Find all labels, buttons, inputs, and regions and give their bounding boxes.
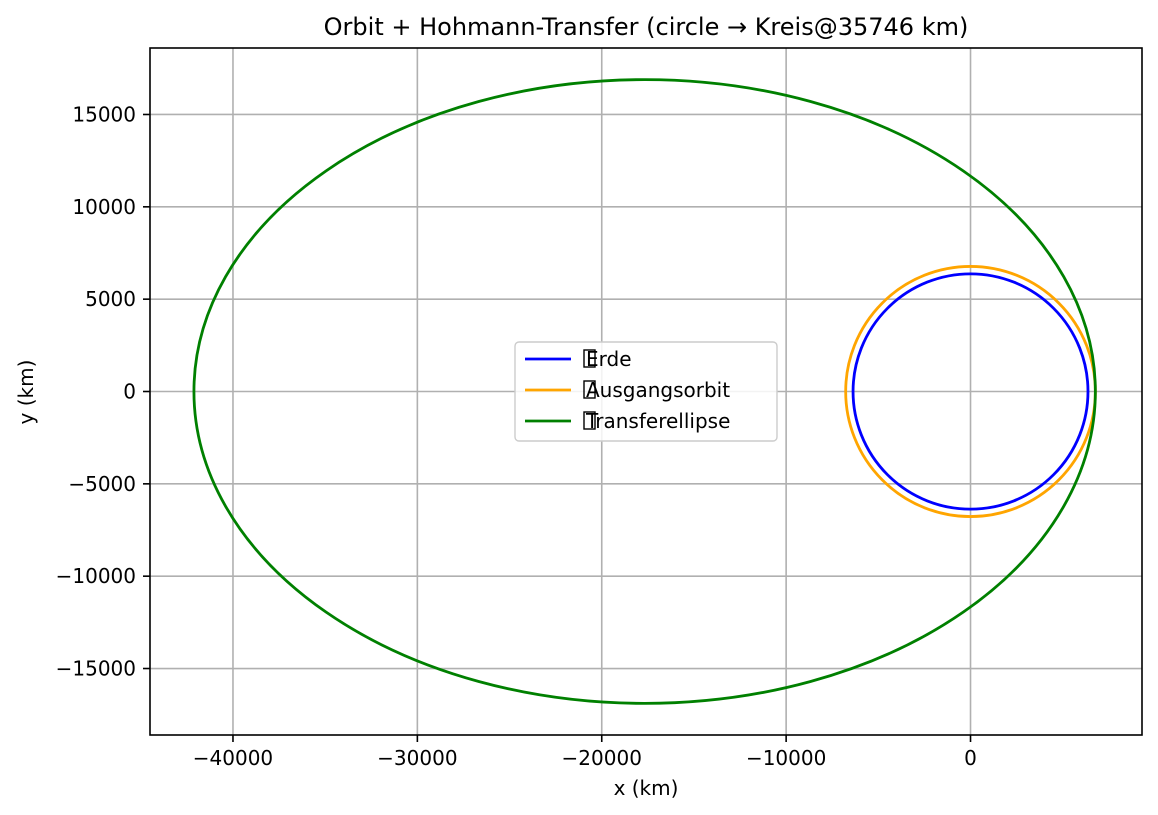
x-tick-label: −10000 (746, 746, 826, 770)
legend-frame (514, 341, 778, 442)
legend-glyph-box (583, 380, 596, 399)
series-transferellipse (192, 78, 1097, 705)
x-tick-label: −20000 (562, 746, 642, 770)
y-tick-label: −5000 (68, 472, 136, 496)
legend: Erde Ausgangsorbit Transferellipse (514, 341, 778, 442)
y-tick-label: 15000 (72, 102, 136, 126)
y-tick-label: −15000 (56, 657, 136, 681)
legend-label-erde: Erde (586, 347, 632, 371)
y-tick-label: 0 (123, 380, 136, 404)
legend-label-ausgangsorbit: Ausgangsorbit (586, 378, 730, 402)
data-layer (192, 78, 1097, 705)
tick-layer: −40000 −30000 −20000 −10000 0 −15000 −10000 −50… (56, 102, 977, 770)
y-tick-label: 5000 (85, 287, 136, 311)
y-axis-label: y (km) (14, 360, 38, 425)
x-tick-label: −40000 (193, 746, 273, 770)
series-erde (851, 272, 1090, 511)
legend-glyph-box (583, 411, 596, 430)
chart-title: Orbit + Hohmann-Transfer (circle → Kreis… (324, 13, 969, 41)
legend-label-transferellipse: Transferellipse (585, 409, 730, 433)
x-axis-label: x (km) (614, 776, 679, 800)
y-tick-label: −10000 (56, 564, 136, 588)
y-tick-label: 10000 (72, 195, 136, 219)
legend-glyph-box (583, 349, 596, 368)
x-tick-label: −30000 (377, 746, 457, 770)
x-tick-label: 0 (964, 746, 977, 770)
